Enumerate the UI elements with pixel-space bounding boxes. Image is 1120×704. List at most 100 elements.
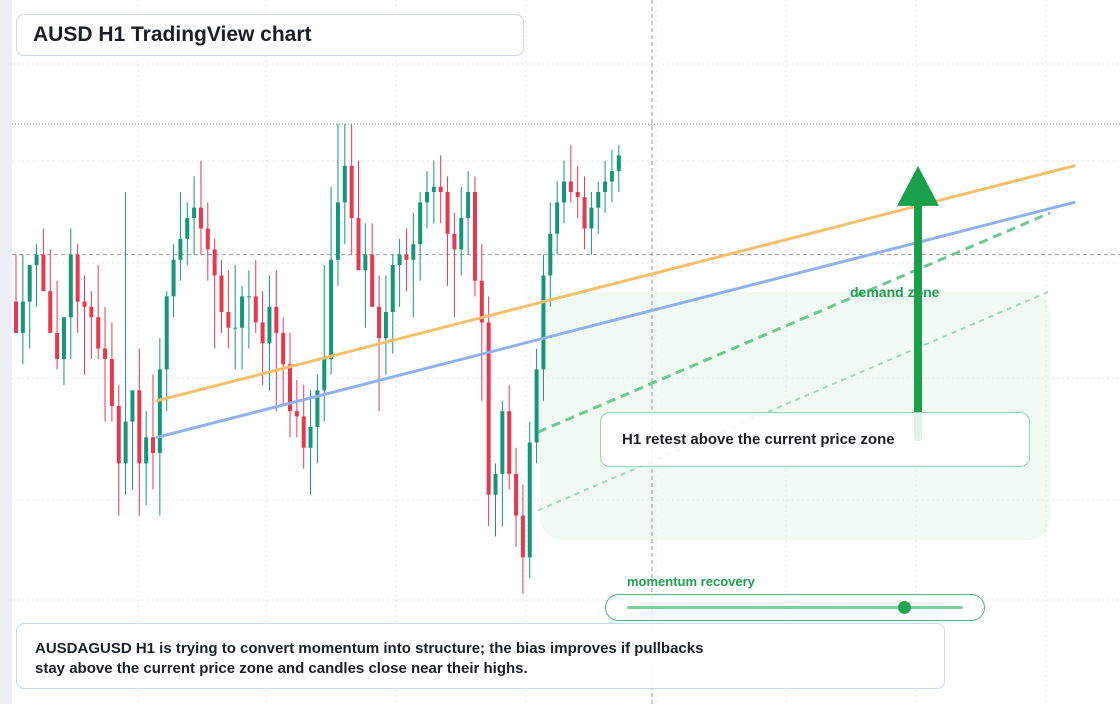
candle-body xyxy=(157,369,162,453)
candle-body xyxy=(151,437,155,453)
candles xyxy=(14,124,621,594)
candle-body xyxy=(479,280,484,323)
candle-body xyxy=(185,218,190,239)
title-panel: AUSD H1 TradingView chart xyxy=(16,14,524,56)
candle-body xyxy=(205,228,210,250)
candle-body xyxy=(226,312,231,328)
candle-body xyxy=(500,411,505,474)
candle-body xyxy=(219,275,224,313)
candle-body xyxy=(315,390,320,427)
candle-body xyxy=(96,317,101,349)
candle-body xyxy=(274,306,279,333)
candle-body xyxy=(603,181,608,192)
candle-body xyxy=(260,322,265,344)
candle-body xyxy=(198,207,203,229)
candle-body xyxy=(431,186,436,192)
candle-body xyxy=(397,254,402,266)
candle-body xyxy=(445,191,450,234)
candle-body xyxy=(452,233,457,250)
candle-body xyxy=(335,202,340,260)
price-levels xyxy=(12,0,1120,704)
candle-body xyxy=(404,254,409,260)
candle-body xyxy=(541,275,546,370)
candle-body xyxy=(27,265,32,302)
candle-body xyxy=(520,515,525,558)
forecast-path xyxy=(537,290,1051,512)
candle-body xyxy=(61,317,66,359)
candle-body xyxy=(34,254,39,266)
candle-body xyxy=(527,442,532,558)
chart-left-edge xyxy=(0,0,12,704)
candle-body xyxy=(288,364,292,412)
candle-body xyxy=(349,165,354,219)
candle-body xyxy=(171,259,176,297)
candle-body xyxy=(363,254,368,271)
candle-body xyxy=(246,296,251,298)
candle-body xyxy=(377,306,382,339)
candle-body xyxy=(253,296,258,323)
candle-body xyxy=(568,181,573,192)
candle-body xyxy=(562,181,566,203)
candle-body xyxy=(116,405,121,464)
candle-body xyxy=(329,259,334,359)
candle-body xyxy=(507,411,512,474)
candle-body xyxy=(48,291,53,333)
summary-text: AUSDAGUSD H1 is trying to convert moment… xyxy=(35,640,704,677)
candle-body xyxy=(548,233,553,276)
candle-body xyxy=(589,207,594,229)
candle-body xyxy=(103,348,108,359)
candle-body xyxy=(130,390,135,422)
candle-body xyxy=(383,312,388,339)
momentum-slider[interactable] xyxy=(605,594,985,621)
candle-body xyxy=(356,218,361,271)
candle-body xyxy=(493,473,498,495)
candle-body xyxy=(212,249,217,276)
candle-body xyxy=(308,426,313,448)
candle-body xyxy=(267,306,272,344)
momentum-bar xyxy=(627,606,963,609)
demand-zone-label: demand zone xyxy=(850,284,940,300)
summary-panel: AUSDAGUSD H1 is trying to convert moment… xyxy=(16,623,945,689)
candle-body xyxy=(178,238,183,260)
momentum-label: momentum recovery xyxy=(627,574,755,589)
candle-body xyxy=(41,254,46,292)
indicator-lines xyxy=(155,164,1076,512)
bullish-arrow-head xyxy=(897,165,939,206)
candle-body xyxy=(322,359,327,391)
candle-body xyxy=(137,390,142,464)
forecast-path xyxy=(537,211,1051,434)
candle-body xyxy=(281,332,286,365)
candle-body xyxy=(192,207,197,219)
candle-body xyxy=(240,296,245,328)
candle-body xyxy=(534,369,539,443)
candle-body xyxy=(466,191,471,219)
candle-body xyxy=(582,197,587,229)
candle-body xyxy=(89,306,94,318)
candle-body xyxy=(233,327,238,329)
candle-body xyxy=(418,202,423,245)
candle-body xyxy=(68,254,73,318)
candle-body xyxy=(294,411,299,417)
candle-body xyxy=(596,191,601,208)
candle-body xyxy=(390,265,395,313)
candle-body xyxy=(301,416,306,448)
candle-body xyxy=(14,301,18,333)
momentum-knob[interactable] xyxy=(898,601,912,614)
candle-body xyxy=(438,186,443,192)
candle-body xyxy=(459,218,464,250)
candle-body xyxy=(575,191,580,198)
candle-body xyxy=(616,155,621,172)
retest-callout-text: H1 retest above the current price zone xyxy=(622,431,895,448)
candle-body xyxy=(486,322,491,495)
candle-body xyxy=(109,359,114,406)
retest-callout: H1 retest above the current price zone xyxy=(600,412,1030,467)
candle-body xyxy=(164,296,169,370)
candle-body xyxy=(342,165,347,203)
candle-body xyxy=(425,191,429,203)
candle-body xyxy=(144,437,149,464)
candle-body xyxy=(20,301,25,333)
candle-body xyxy=(82,301,87,307)
candle-body xyxy=(609,171,614,182)
candle-body xyxy=(555,202,560,234)
candle-body xyxy=(472,191,477,281)
